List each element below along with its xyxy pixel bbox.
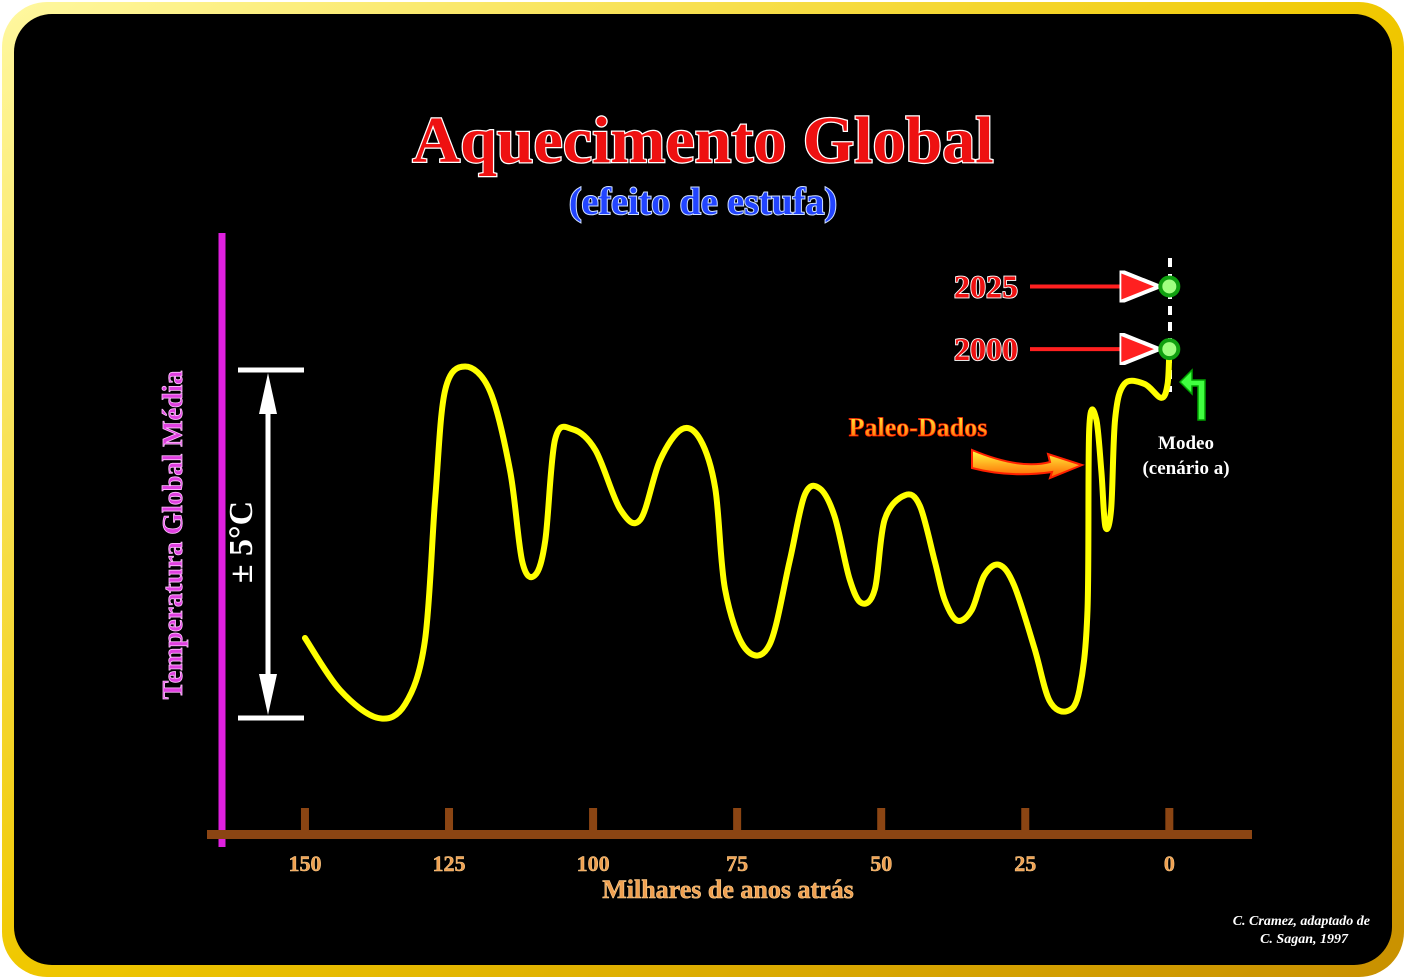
paleo-arrow	[971, 448, 1085, 480]
model-label: Modeo	[1158, 433, 1214, 454]
credit: C. Sagan, 1997	[1260, 932, 1349, 947]
x-tick-label: 125	[433, 851, 466, 876]
y-axis-label: Temperatura Global Média	[158, 371, 189, 700]
projection-label: 2000	[954, 331, 1018, 367]
title: Aquecimento Global	[412, 104, 993, 177]
x-tick-label: 150	[288, 851, 321, 876]
x-tick	[589, 808, 598, 832]
x-tick	[877, 808, 886, 832]
subtitle: (efeito de estufa)	[569, 181, 837, 223]
x-axis-label: Milhares de anos atrás	[602, 875, 854, 904]
projection-label: 2025	[954, 268, 1018, 304]
background	[14, 14, 1392, 965]
scale-arrowhead	[259, 674, 277, 715]
x-tick-label: 25	[1014, 851, 1036, 876]
data-line	[301, 346, 1173, 722]
x-tick	[300, 808, 309, 832]
projection-point	[1158, 275, 1181, 298]
model-label: (cenário a)	[1142, 458, 1229, 479]
x-tick-label: 0	[1164, 851, 1175, 876]
x-axis	[207, 830, 1252, 839]
credit: C. Cramez, adaptado de	[1233, 914, 1370, 929]
x-tick	[1021, 808, 1030, 832]
model-arrow	[1178, 368, 1206, 421]
x-tick-label: 50	[870, 851, 892, 876]
scale-arrowhead	[259, 373, 277, 414]
scale-label: ± 5°C	[223, 501, 260, 583]
paleo-label: Paleo-Dados	[849, 413, 988, 442]
x-tick	[1165, 808, 1174, 832]
x-tick	[445, 808, 454, 832]
projection-point	[1158, 338, 1181, 361]
x-tick-label: 100	[577, 851, 610, 876]
x-tick	[733, 808, 742, 832]
x-tick-label: 75	[726, 851, 748, 876]
